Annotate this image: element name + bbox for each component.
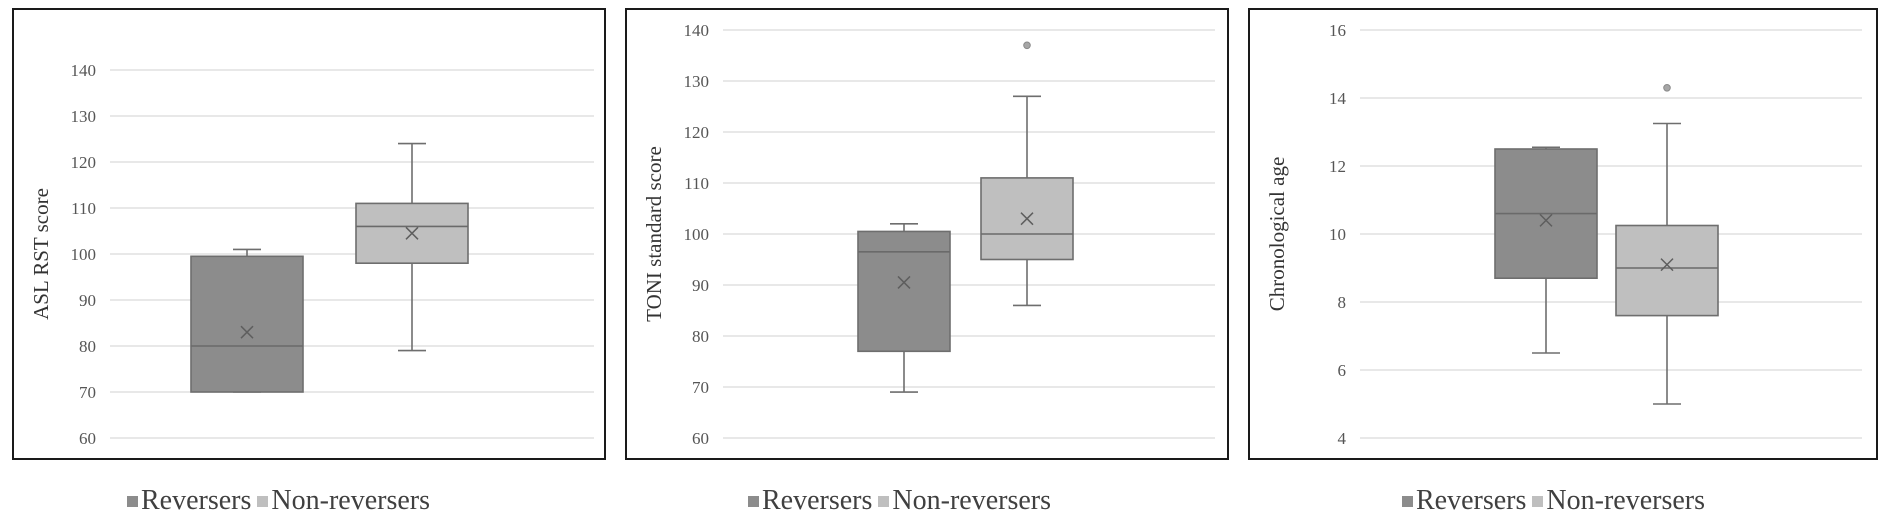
- y-tick-label: 140: [71, 61, 97, 80]
- legend-swatch-reversers: [127, 495, 138, 507]
- y-tick-label: 90: [692, 276, 709, 295]
- mean-marker-reversers: [897, 275, 911, 289]
- box-plot-age: 4 6 8 10 12 14 16 Chronological age: [1265, 21, 1862, 448]
- legend-age: Reversers Non-reversers: [1402, 483, 1711, 519]
- legend-swatch-non-reversers: [878, 495, 890, 507]
- legend-toni: Reversers Non-reversers: [748, 483, 1057, 519]
- box-reversers: [190, 255, 304, 393]
- y-tick-label: 110: [71, 199, 96, 218]
- legend-item-reversers: Reversers: [127, 485, 251, 517]
- legend-item-non-reversers: Non-reversers: [1532, 485, 1705, 517]
- legend-label-non-reversers: Non-reversers: [1546, 485, 1705, 516]
- box-reversers: [857, 230, 951, 353]
- box-plot-asl-rst: 60 70 80 90 100 110 120 130 140 ASL RST score: [29, 61, 594, 448]
- y-tick-label: 16: [1329, 21, 1346, 40]
- chart-panel-toni: 60 70 80 90 100 110 120 130 140 TONI standard sco…: [625, 8, 1229, 460]
- y-tick-label: 60: [692, 429, 709, 448]
- mean-marker-reversers: [240, 325, 254, 339]
- outlier-point-non-reversers: [1023, 41, 1031, 50]
- mean-marker-non-reversers: [1660, 258, 1674, 272]
- y-tick-label: 12: [1329, 157, 1346, 176]
- y-tick-label: 60: [79, 429, 96, 448]
- y-tick-label: 130: [71, 107, 97, 126]
- box-plot-toni: 60 70 80 90 100 110 120 130 140 TONI standard sco…: [642, 21, 1215, 448]
- legend-label-reversers: Reversers: [1416, 485, 1527, 516]
- legend-label-non-reversers: Non-reversers: [271, 485, 430, 516]
- y-tick-label: 4: [1338, 429, 1347, 448]
- legend-swatch-reversers: [748, 495, 759, 507]
- y-tick-label: 14: [1329, 89, 1347, 108]
- legend-label-reversers: Reversers: [141, 485, 252, 516]
- y-tick-label: 90: [79, 291, 96, 310]
- mean-marker-reversers: [1539, 213, 1553, 227]
- y-axis-label: Chronological age: [1265, 157, 1289, 312]
- y-axis-label: TONI standard score: [642, 146, 666, 322]
- mean-marker-non-reversers: [1020, 212, 1034, 226]
- legend-label-reversers: Reversers: [762, 485, 873, 516]
- chart-panel-age: 4 6 8 10 12 14 16 Chronological age: [1248, 8, 1878, 460]
- y-tick-label: 70: [79, 383, 96, 402]
- legend-swatch-reversers: [1402, 495, 1413, 507]
- legend-item-non-reversers: Non-reversers: [257, 485, 430, 517]
- y-tick-label: 120: [71, 153, 97, 172]
- legend-item-reversers: Reversers: [748, 485, 872, 517]
- legend-item-non-reversers: Non-reversers: [878, 485, 1051, 517]
- chart-panel-asl-rst: 60 70 80 90 100 110 120 130 140 ASL RST score: [12, 8, 606, 460]
- y-tick-label: 130: [684, 72, 710, 91]
- legend-swatch-non-reversers: [257, 495, 269, 507]
- outlier-point-non-reversers: [1663, 84, 1671, 92]
- y-tick-label: 110: [684, 174, 709, 193]
- legend-swatch-non-reversers: [1532, 495, 1544, 507]
- mean-marker-non-reversers: [405, 226, 419, 240]
- y-tick-label: 120: [684, 123, 710, 142]
- y-tick-label: 6: [1338, 361, 1347, 380]
- y-tick-label: 70: [692, 378, 709, 397]
- y-tick-label: 140: [684, 21, 710, 40]
- box-non-reversers: [1615, 224, 1719, 317]
- legend-item-reversers: Reversers: [1402, 485, 1526, 517]
- y-axis-label: ASL RST score: [29, 188, 53, 320]
- legend-label-non-reversers: Non-reversers: [892, 485, 1051, 516]
- y-tick-label: 80: [79, 337, 96, 356]
- y-tick-label: 8: [1338, 293, 1347, 312]
- legend-asl-rst: Reversers Non-reversers: [127, 483, 436, 519]
- y-tick-label: 10: [1329, 225, 1346, 244]
- y-tick-label: 80: [692, 327, 709, 346]
- y-tick-label: 100: [71, 245, 97, 264]
- y-tick-label: 100: [684, 225, 710, 244]
